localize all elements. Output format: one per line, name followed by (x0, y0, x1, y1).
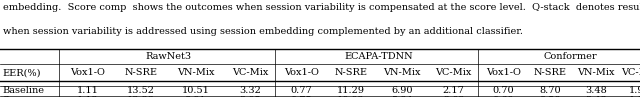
Text: VC-Mix: VC-Mix (436, 68, 472, 77)
Text: 0.75: 0.75 (291, 96, 312, 97)
Text: 13.52: 13.52 (127, 86, 155, 95)
Text: 8.58: 8.58 (540, 96, 561, 97)
Text: 1.12: 1.12 (76, 96, 99, 97)
Text: 1.88: 1.88 (628, 96, 640, 97)
Text: RawNet3: RawNet3 (146, 52, 192, 61)
Text: 2.02: 2.02 (443, 96, 465, 97)
Text: Score comp: Score comp (3, 96, 61, 97)
Text: EER(%): EER(%) (3, 68, 41, 77)
Text: 1.99: 1.99 (628, 86, 640, 95)
Text: Vox1-O: Vox1-O (486, 68, 520, 77)
Text: when session variability is addressed using session embedding complemented by an: when session variability is addressed us… (3, 27, 524, 36)
Text: VC-Mix: VC-Mix (232, 68, 268, 77)
Text: Vox1-O: Vox1-O (284, 68, 319, 77)
Text: 0.69: 0.69 (492, 96, 514, 97)
Text: 0.77: 0.77 (291, 86, 312, 95)
Text: 3.48: 3.48 (585, 86, 607, 95)
Text: ECAPA-TDNN: ECAPA-TDNN (344, 52, 413, 61)
Text: VC-Mix: VC-Mix (621, 68, 640, 77)
Text: 6.90: 6.90 (391, 86, 413, 95)
Text: 11.29: 11.29 (337, 86, 365, 95)
Text: 8.91: 8.91 (185, 96, 206, 97)
Text: 10.51: 10.51 (182, 86, 209, 95)
Text: 3.43: 3.43 (585, 96, 607, 97)
Text: N-SRE: N-SRE (125, 68, 157, 77)
Text: Conformer: Conformer (544, 52, 597, 61)
Text: 8.70: 8.70 (540, 86, 561, 95)
Text: 13.33: 13.33 (127, 96, 155, 97)
Text: 0.70: 0.70 (492, 86, 514, 95)
Text: 5.84: 5.84 (391, 96, 413, 97)
Text: 3.32: 3.32 (239, 86, 261, 95)
Text: 2.17: 2.17 (443, 86, 465, 95)
Text: N-SRE: N-SRE (534, 68, 566, 77)
Text: VN-Mix: VN-Mix (577, 68, 614, 77)
Text: N-SRE: N-SRE (334, 68, 367, 77)
Text: 1.11: 1.11 (76, 86, 99, 95)
Text: Baseline: Baseline (3, 86, 45, 95)
Text: 10.92: 10.92 (337, 96, 365, 97)
Text: VN-Mix: VN-Mix (383, 68, 420, 77)
Text: embedding.  Score comp  shows the outcomes when session variability is compensat: embedding. Score comp shows the outcomes… (3, 3, 640, 12)
Text: 3.05: 3.05 (239, 96, 260, 97)
Text: VN-Mix: VN-Mix (177, 68, 214, 77)
Text: Vox1-O: Vox1-O (70, 68, 105, 77)
